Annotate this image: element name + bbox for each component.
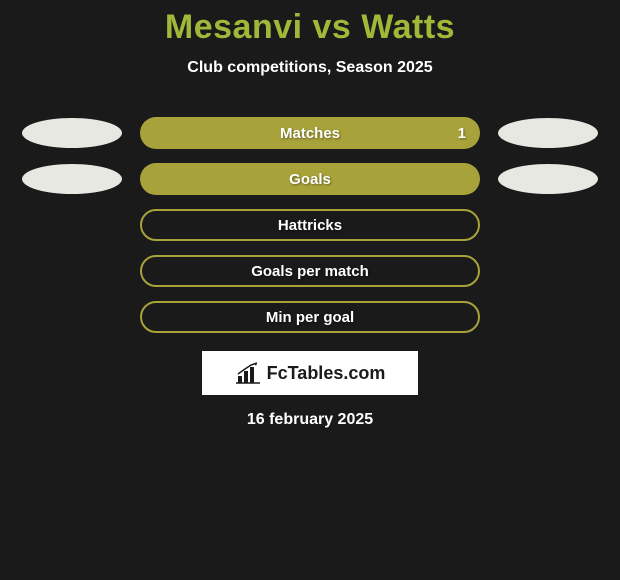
stat-row: Min per goal [0,301,620,333]
stat-row: Hattricks [0,209,620,241]
stat-label: Matches [280,125,340,142]
stat-rows: Matches 1 Goals Hattricks Goals per match Min… [0,117,620,333]
logo-box: FcTables.com [202,351,418,395]
stat-row: Matches 1 [0,117,620,149]
comparison-chart: Mesanvi vs Watts Club competitions, Seas… [0,0,620,429]
left-ellipse [22,118,122,148]
chart-subtitle: Club competitions, Season 2025 [0,59,620,77]
stat-label: Goals per match [251,263,369,280]
bar-chart-icon [235,362,261,384]
logo: FcTables.com [235,362,386,384]
right-ellipse [498,118,598,148]
stat-label: Hattricks [278,217,342,234]
stat-bar: Min per goal [140,301,480,333]
stat-value: 1 [458,125,466,142]
stat-bar: Matches 1 [140,117,480,149]
stat-row: Goals per match [0,255,620,287]
right-ellipse [498,164,598,194]
stat-label: Min per goal [266,309,354,326]
chart-date: 16 february 2025 [0,411,620,429]
stat-bar: Hattricks [140,209,480,241]
stat-bar: Goals [140,163,480,195]
stat-label: Goals [289,171,331,188]
stat-row: Goals [0,163,620,195]
left-ellipse [22,164,122,194]
stat-bar: Goals per match [140,255,480,287]
logo-text: FcTables.com [267,363,386,384]
chart-title: Mesanvi vs Watts [0,8,620,47]
